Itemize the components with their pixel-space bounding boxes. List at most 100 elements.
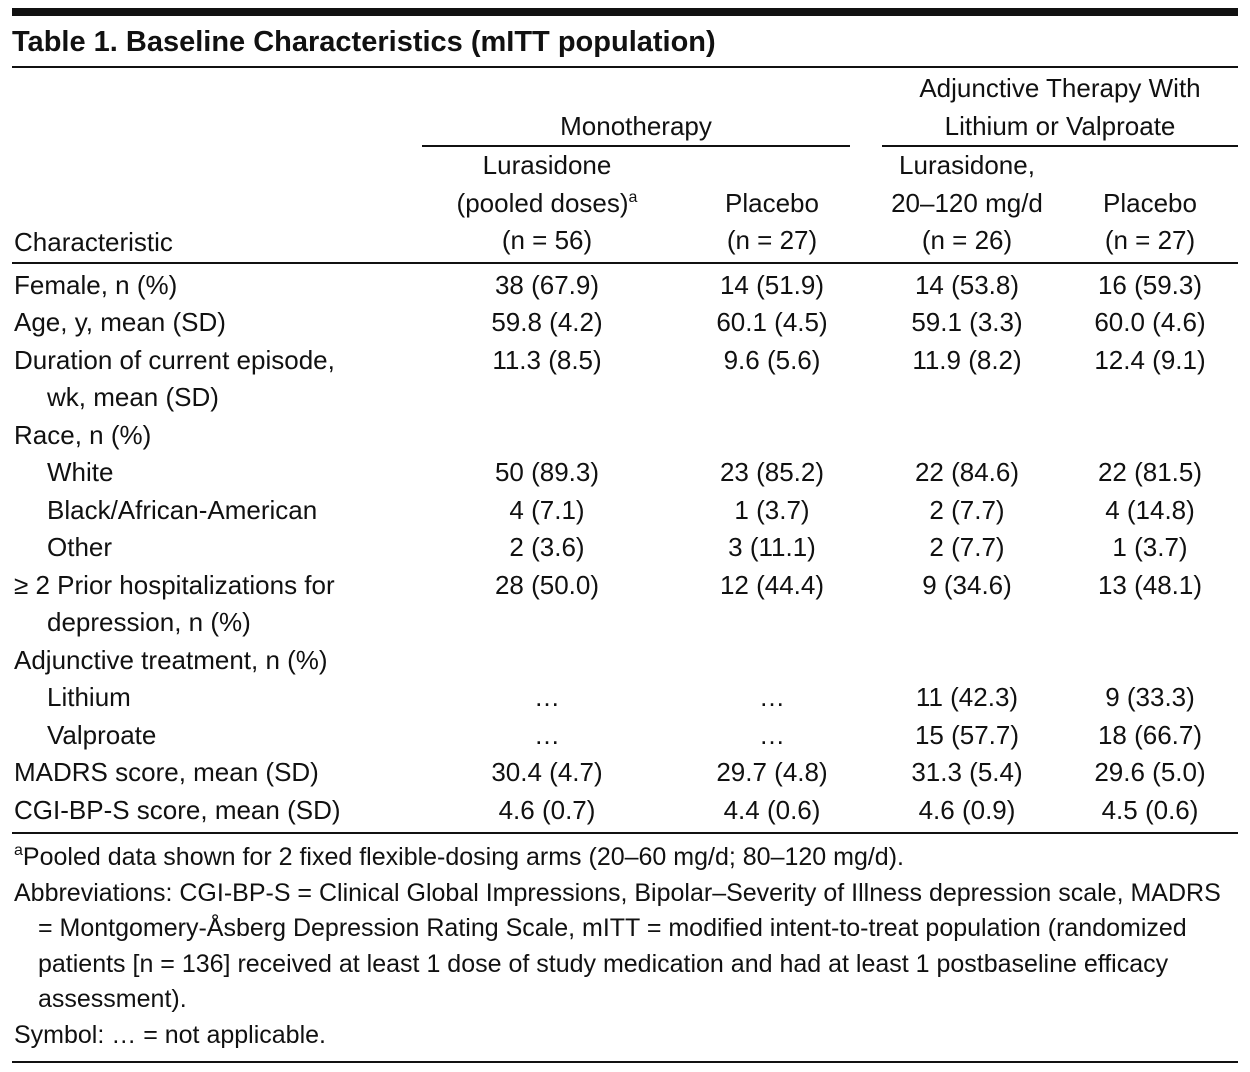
data-value: 9.6 (5.6) [723,344,821,375]
column-header-line: (n = 56) [502,222,592,260]
data-cell: … [672,717,872,755]
column-header-line: 20–120 mg/d [891,185,1043,223]
data-cell: 11 (42.3) [872,679,1062,717]
data-cell: 2 (7.7) [872,529,1062,567]
row-label: Race, n (%) [12,417,422,455]
data-value: 14 (53.8) [914,269,1020,300]
row-label: Adjunctive treatment, n (%) [12,642,422,680]
data-value: 23 (85.2) [719,457,825,487]
data-cell: 9.6 (5.6) [672,342,872,417]
footnote-text: Symbol: … = not applicable. [14,1020,326,1049]
row-label: Other [12,529,422,567]
column-header-line: (n = 27) [727,222,817,260]
stub-header-text: Characteristic [14,227,173,257]
column-header-text: (pooled doses) [456,187,629,218]
column-header-text: (n = 26) [921,225,1013,255]
data-value: 1 (3.7) [1112,532,1188,562]
data-cell [872,417,1062,455]
data-value: 38 (67.9) [494,269,600,300]
footnote-text: Pooled data shown for 2 fixed flexible-d… [22,843,904,871]
table-header: Monotherapy Adjunctive Therapy With Lithiu… [12,68,1250,262]
data-cell: 11.3 (8.5) [422,342,672,417]
data-cell: 13 (48.1) [1062,567,1238,642]
data-value: … [759,682,785,712]
data-cell [1062,417,1238,455]
column-header-line: Placebo [1103,185,1197,223]
top-bar [12,8,1238,16]
data-value: 31.3 (5.4) [911,757,1023,787]
data-cell: 1 (3.7) [672,492,872,530]
data-cell [1062,642,1238,680]
row-label: Age, y, mean (SD) [12,304,422,342]
data-cell: 59.1 (3.3) [872,304,1062,342]
row-label-line: depression, n (%) [47,607,251,637]
footnote-text: Abbreviations: CGI-BP-S = Clinical Globa… [14,878,1221,1014]
row-label-line: wk, mean (SD) [47,382,219,412]
data-cell: 2 (7.7) [872,492,1062,530]
row-label-line: CGI-BP-S score, mean (SD) [14,794,341,825]
data-value: 4 (7.1) [509,494,585,525]
data-value: 16 (59.3) [1097,269,1203,300]
data-cell: … [422,679,672,717]
data-cell: 22 (84.6) [872,454,1062,492]
data-cell: 31.3 (5.4) [872,754,1062,792]
data-cell: 2 (3.6) [422,529,672,567]
data-value: 29.7 (4.8) [716,757,828,787]
data-cell [672,642,872,680]
data-value: … [759,719,785,750]
column-header-text: Lurasidone, [899,150,1035,180]
column-header-text: Placebo [725,187,819,218]
data-cell: 4.5 (0.6) [1062,792,1238,830]
data-cell: 30.4 (4.7) [422,754,672,792]
row-label-line: ≥ 2 Prior hospitalizations for [14,569,335,600]
table-body: Female, n (%) 38 (67.9) 14 (51.9) 14 (53.8)… [12,264,1250,833]
row-label-line: Other [47,532,113,562]
row-label-line: White [47,457,114,487]
data-cell [872,642,1062,680]
row-label: ≥ 2 Prior hospitalizations for depression… [12,567,422,642]
data-value: 60.0 (4.6) [1094,307,1206,337]
column-header-text: Lurasidone [482,150,612,180]
column-header-line: (pooled doses)a [457,185,638,223]
data-cell: 29.6 (5.0) [1062,754,1238,792]
data-value: 9 (33.3) [1105,682,1195,712]
data-cell: 4.4 (0.6) [672,792,872,830]
bottom-rule [12,1061,1238,1063]
column-header: Lurasidone, 20–120 mg/d (n = 26) [872,147,1062,262]
row-label: Lithium [12,679,422,717]
data-cell: 4 (7.1) [422,492,672,530]
column-header-text: (n = 27) [1104,225,1196,255]
data-cell: 4 (14.8) [1062,492,1238,530]
row-label-line: Duration of current episode, [14,344,335,375]
data-value: 28 (50.0) [494,569,600,600]
rule [12,832,1238,834]
data-cell: 60.1 (4.5) [672,304,872,342]
data-cell [422,417,672,455]
row-label: CGI-BP-S score, mean (SD) [12,792,422,830]
data-value: 14 (51.9) [719,269,825,300]
row-label: MADRS score, mean (SD) [12,754,422,792]
header-spacer [12,68,422,147]
data-value: 59.1 (3.3) [911,307,1023,337]
data-cell: 23 (85.2) [672,454,872,492]
row-label-line: Valproate [47,719,157,750]
row-label-line: MADRS score, mean (SD) [14,757,319,787]
data-cell: 9 (34.6) [872,567,1062,642]
data-value: 11.3 (8.5) [492,344,602,375]
rule [12,261,1238,264]
data-cell: 59.8 (4.2) [422,304,672,342]
data-cell: … [422,717,672,755]
column-header-line: (n = 27) [1105,222,1195,260]
data-cell: 50 (89.3) [422,454,672,492]
footnote: Symbol: … = not applicable. [14,1018,1238,1054]
column-header-line: Lurasidone, [899,147,1035,185]
data-value: 18 (66.7) [1097,719,1203,750]
row-label-line: Adjunctive treatment, n (%) [14,644,328,675]
data-cell [422,642,672,680]
data-cell: 60.0 (4.6) [1062,304,1238,342]
column-header-line: (n = 26) [922,222,1012,260]
data-value: … [534,682,560,712]
data-cell: 15 (57.7) [872,717,1062,755]
row-label: Duration of current episode, wk, mean (SD… [12,342,422,417]
data-value: 1 (3.7) [734,494,810,525]
